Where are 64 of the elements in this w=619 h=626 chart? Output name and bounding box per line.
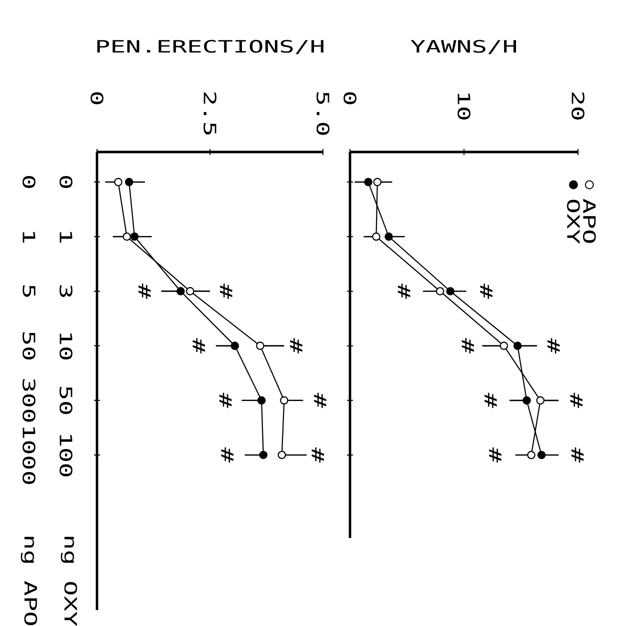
x-tick-label: 5.0 [316,92,330,135]
point [256,342,264,350]
annotation: # [314,392,326,408]
text: 1000 [22,427,36,484]
y-tick-label: 1 [60,232,72,243]
text: 5 [22,285,36,297]
text: 300 [22,379,36,422]
point [536,396,545,405]
x-axis-title: YAWNS/H [410,40,516,54]
point [527,450,536,460]
annotation: # [484,392,497,408]
y-axis-title: ng OXY [60,536,78,626]
point [278,450,286,460]
annotation: # [462,338,474,354]
annotation: # [312,447,324,463]
point [122,232,131,241]
point [130,232,139,241]
x-axis-title: PEN.ERECTIONS/H [97,40,324,54]
annotation: # [547,338,560,354]
point [513,342,522,350]
text: 50 [22,332,36,360]
annotation: # [192,338,205,354]
annotation: # [138,284,151,299]
point [186,287,194,296]
point [537,450,546,460]
point [372,232,380,241]
point [373,178,382,186]
x-tick-label: 20 [572,92,584,120]
y-tick-label: 3 [60,285,72,297]
annotation: # [290,338,302,354]
x-tick-label: 2.5 [204,92,216,135]
legend-label: APO [582,198,596,243]
y-tick-label: 10 [60,334,72,360]
point [257,396,266,405]
x-tick-label: 10 [458,94,470,120]
y-tick-label: 50 [60,386,72,414]
annotation: # [221,447,234,463]
annotation: # [480,284,492,299]
point [280,396,288,405]
annotation: # [398,284,410,299]
x-tick-label: 0 [90,92,104,104]
annotation: # [489,447,502,463]
legend-label: OXY [567,200,580,244]
point [364,178,372,186]
y-tick-label: 100 [60,435,72,476]
annotation: # [571,447,584,463]
point [436,287,444,296]
point [500,342,508,350]
text: 1 [22,232,36,243]
point [114,178,122,186]
x-tick-label: 0 [344,92,356,104]
point [124,178,134,186]
text: 0 [22,176,36,188]
point [384,232,393,241]
y-tick-label: 0 [60,176,72,188]
annotation: # [570,392,582,408]
point [259,450,268,460]
annotation: # [220,284,232,299]
point [176,287,185,296]
point [446,287,454,296]
point [230,342,240,350]
point [522,396,531,405]
text: ng APO [20,536,38,626]
annotation: # [219,392,232,408]
